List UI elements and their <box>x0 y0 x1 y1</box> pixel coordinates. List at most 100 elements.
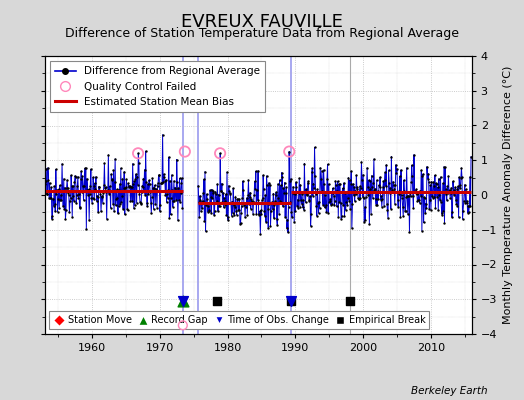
Point <box>270 202 279 208</box>
Point <box>458 174 466 181</box>
Point <box>333 188 341 194</box>
Point <box>57 192 65 198</box>
Point <box>212 190 220 197</box>
Point <box>296 204 304 210</box>
Point <box>388 187 396 194</box>
Point <box>84 192 92 198</box>
Point <box>405 228 413 235</box>
Point <box>210 208 219 214</box>
Point <box>450 192 458 198</box>
Point <box>411 189 419 195</box>
Point <box>67 172 75 179</box>
Point <box>135 191 144 198</box>
Point <box>308 169 316 176</box>
Point <box>296 182 304 188</box>
Point <box>68 213 77 220</box>
Point <box>42 166 50 172</box>
Point <box>75 190 83 197</box>
Point <box>85 217 93 223</box>
Point <box>227 200 235 206</box>
Point <box>337 213 346 219</box>
Point <box>298 190 307 197</box>
Point <box>156 208 164 214</box>
Point <box>393 166 401 172</box>
Point <box>395 188 403 195</box>
Point <box>392 162 400 168</box>
Point <box>452 197 460 203</box>
Point <box>340 213 348 220</box>
Point <box>324 210 332 216</box>
Point <box>328 201 336 208</box>
Point <box>137 200 145 206</box>
Point <box>137 189 146 195</box>
Point <box>166 178 174 184</box>
Point <box>249 199 258 206</box>
Point <box>322 209 331 216</box>
Point <box>451 189 459 195</box>
Point <box>165 154 173 160</box>
Point <box>271 192 280 198</box>
Point <box>447 214 456 220</box>
Point <box>366 178 375 184</box>
Point <box>438 212 446 218</box>
Point <box>177 189 185 196</box>
Point <box>98 193 106 199</box>
Point <box>199 198 207 204</box>
Point <box>127 184 135 191</box>
Point <box>72 192 81 198</box>
Point <box>273 222 281 228</box>
Point <box>104 152 113 158</box>
Point <box>411 189 420 196</box>
Point <box>363 164 372 171</box>
Point <box>307 223 315 229</box>
Point <box>158 180 166 186</box>
Point <box>346 206 354 212</box>
Point <box>322 202 330 208</box>
Point <box>168 187 177 193</box>
Point <box>63 177 71 183</box>
Point <box>287 176 295 182</box>
Point <box>119 206 127 212</box>
Point <box>256 230 265 237</box>
Point <box>50 201 59 207</box>
Point <box>251 186 259 192</box>
Point <box>362 194 370 200</box>
Point <box>163 195 172 201</box>
Point <box>170 178 178 184</box>
Point <box>433 184 442 191</box>
Point <box>62 185 71 191</box>
Point <box>457 165 466 171</box>
Point <box>218 180 226 187</box>
Point <box>409 193 417 199</box>
Point <box>47 184 56 190</box>
Point <box>107 171 115 177</box>
Point <box>214 192 223 198</box>
Point <box>106 205 115 211</box>
Point <box>170 198 179 205</box>
Point <box>144 191 152 197</box>
Point <box>337 215 345 222</box>
Point <box>246 205 255 212</box>
Point <box>460 198 468 204</box>
Point <box>258 197 266 204</box>
Point <box>121 185 129 191</box>
Point <box>194 182 202 189</box>
Point <box>224 217 232 224</box>
Point <box>284 229 292 236</box>
Point <box>408 162 416 168</box>
Point <box>129 181 137 187</box>
Point <box>81 165 89 172</box>
Point <box>356 183 364 190</box>
Point <box>435 192 444 198</box>
Point <box>440 164 448 170</box>
Point <box>210 212 218 218</box>
Point <box>242 204 250 210</box>
Point <box>54 186 63 192</box>
Point <box>326 198 334 204</box>
Point <box>278 169 286 176</box>
Point <box>78 189 86 195</box>
Point <box>466 203 475 209</box>
Point <box>223 169 231 175</box>
Point <box>105 183 114 190</box>
Point <box>51 208 59 215</box>
